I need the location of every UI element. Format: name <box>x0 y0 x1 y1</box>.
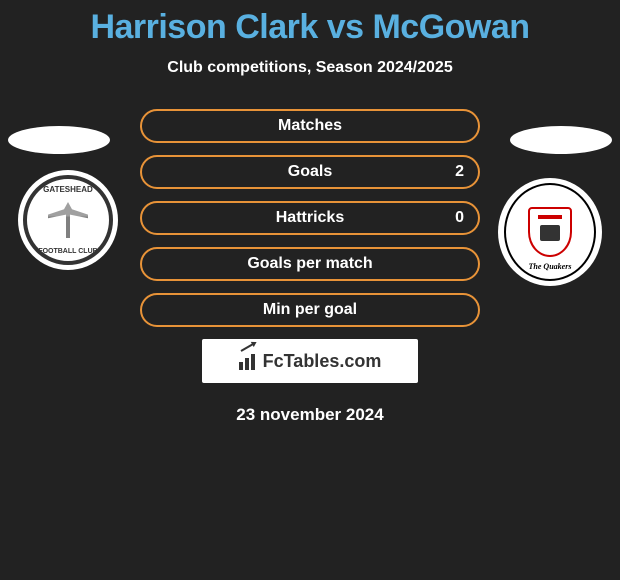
player-placeholder-right <box>510 126 612 154</box>
stat-label: Matches <box>278 117 342 135</box>
stat-value-right: 0 <box>455 209 464 227</box>
stat-bar-matches: Matches <box>140 109 480 143</box>
gateshead-bottom-text: FOOTBALL CLUB <box>38 248 97 255</box>
stat-bar-hattricks: Hattricks 0 <box>140 201 480 235</box>
quakers-text: The Quakers <box>529 262 572 271</box>
fctables-logo[interactable]: FcTables.com <box>202 339 418 383</box>
club-logo-right: The Quakers <box>498 178 602 286</box>
chart-icon <box>239 352 259 370</box>
gateshead-badge: GATESHEAD FOOTBALL CLUB <box>23 175 113 265</box>
page-title: Harrison Clark vs McGowan <box>0 8 620 47</box>
comparison-card: Harrison Clark vs McGowan Club competiti… <box>0 0 620 425</box>
stat-label: Hattricks <box>276 209 344 227</box>
angel-icon <box>48 202 88 238</box>
stat-label: Goals per match <box>247 255 372 273</box>
date-text: 23 november 2024 <box>0 405 620 425</box>
gateshead-top-text: GATESHEAD <box>43 185 93 194</box>
darlington-badge: The Quakers <box>504 183 596 281</box>
fctables-text: FcTables.com <box>263 351 382 372</box>
stat-label: Min per goal <box>263 301 357 319</box>
stat-bar-min-per-goal: Min per goal <box>140 293 480 327</box>
club-logo-left: GATESHEAD FOOTBALL CLUB <box>18 170 118 270</box>
stat-value-right: 2 <box>455 163 464 181</box>
stat-bar-goals-per-match: Goals per match <box>140 247 480 281</box>
stat-bars: Matches Goals 2 Hattricks 0 Goals per ma… <box>140 109 480 327</box>
stat-label: Goals <box>288 163 332 181</box>
shield-icon <box>528 207 572 257</box>
stat-bar-goals: Goals 2 <box>140 155 480 189</box>
subtitle: Club competitions, Season 2024/2025 <box>0 59 620 77</box>
player-placeholder-left <box>8 126 110 154</box>
arrow-icon <box>240 342 255 352</box>
